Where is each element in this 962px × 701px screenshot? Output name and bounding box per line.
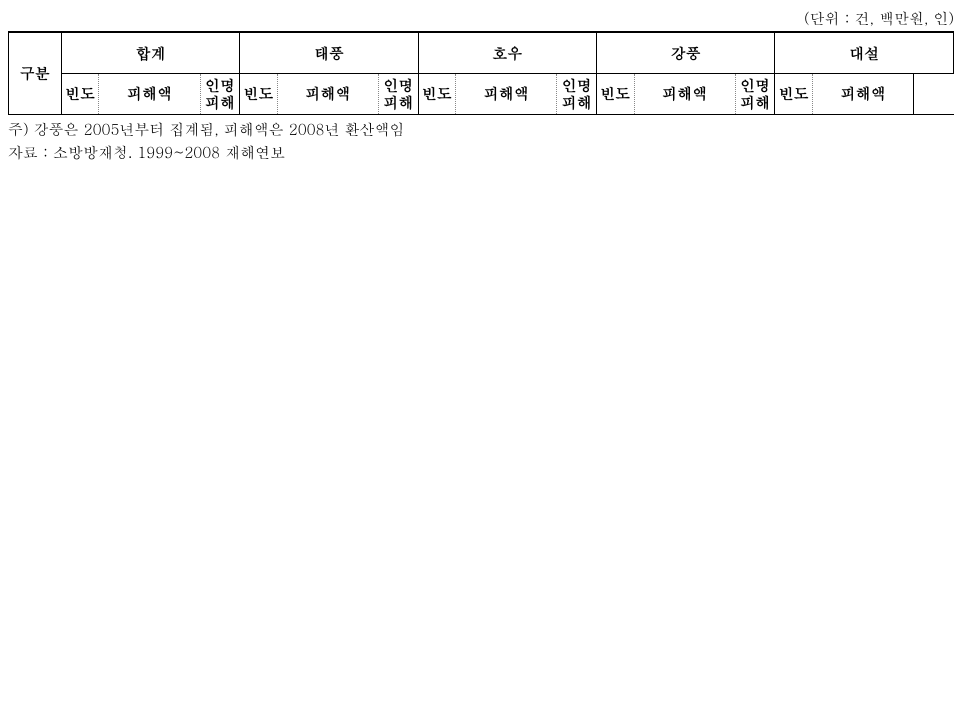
document-wrap: (단위 : 건, 백만원, 인) 구분 합계 태풍 호우 강풍 대설 빈도피해액…: [8, 8, 954, 164]
damage-table: 구분 합계 태풍 호우 강풍 대설 빈도피해액인명 피해빈도피해액인명 피해빈도…: [8, 31, 954, 115]
col-header-label: 구분: [9, 32, 62, 115]
sub-header: 빈도: [775, 74, 812, 115]
sub-header: 인명 피해: [200, 74, 240, 115]
notes: 주) 강풍은 2005년부터 집계됨, 피해액은 2008년 환산액임 자료 :…: [8, 119, 954, 164]
sub-header: 피해액: [634, 74, 735, 115]
sub-header: 빈도: [61, 74, 98, 115]
sub-header: 인명 피해: [379, 74, 419, 115]
col-group-2: 호우: [418, 32, 596, 74]
sub-header: 빈도: [597, 74, 634, 115]
sub-header: 피해액: [456, 74, 557, 115]
col-group-4: 대설: [775, 32, 954, 74]
note-line-2: 자료 : 소방방재청. 1999~2008 재해연보: [8, 142, 954, 165]
sub-header: 빈도: [240, 74, 277, 115]
col-group-1: 태풍: [240, 32, 418, 74]
sub-header: 피해액: [812, 74, 913, 115]
col-group-0: 합계: [61, 32, 239, 74]
col-group-3: 강풍: [597, 32, 775, 74]
sub-header-row: 빈도피해액인명 피해빈도피해액인명 피해빈도피해액인명 피해빈도피해액인명 피해…: [9, 74, 954, 115]
sub-header: 피해액: [99, 74, 200, 115]
unit-label: (단위 : 건, 백만원, 인): [8, 8, 954, 29]
sub-header: 피해액: [277, 74, 378, 115]
sub-header: 인명 피해: [557, 74, 597, 115]
note-line-1: 주) 강풍은 2005년부터 집계됨, 피해액은 2008년 환산액임: [8, 119, 954, 142]
sub-header: 인명 피해: [735, 74, 775, 115]
sub-header: 빈도: [418, 74, 455, 115]
